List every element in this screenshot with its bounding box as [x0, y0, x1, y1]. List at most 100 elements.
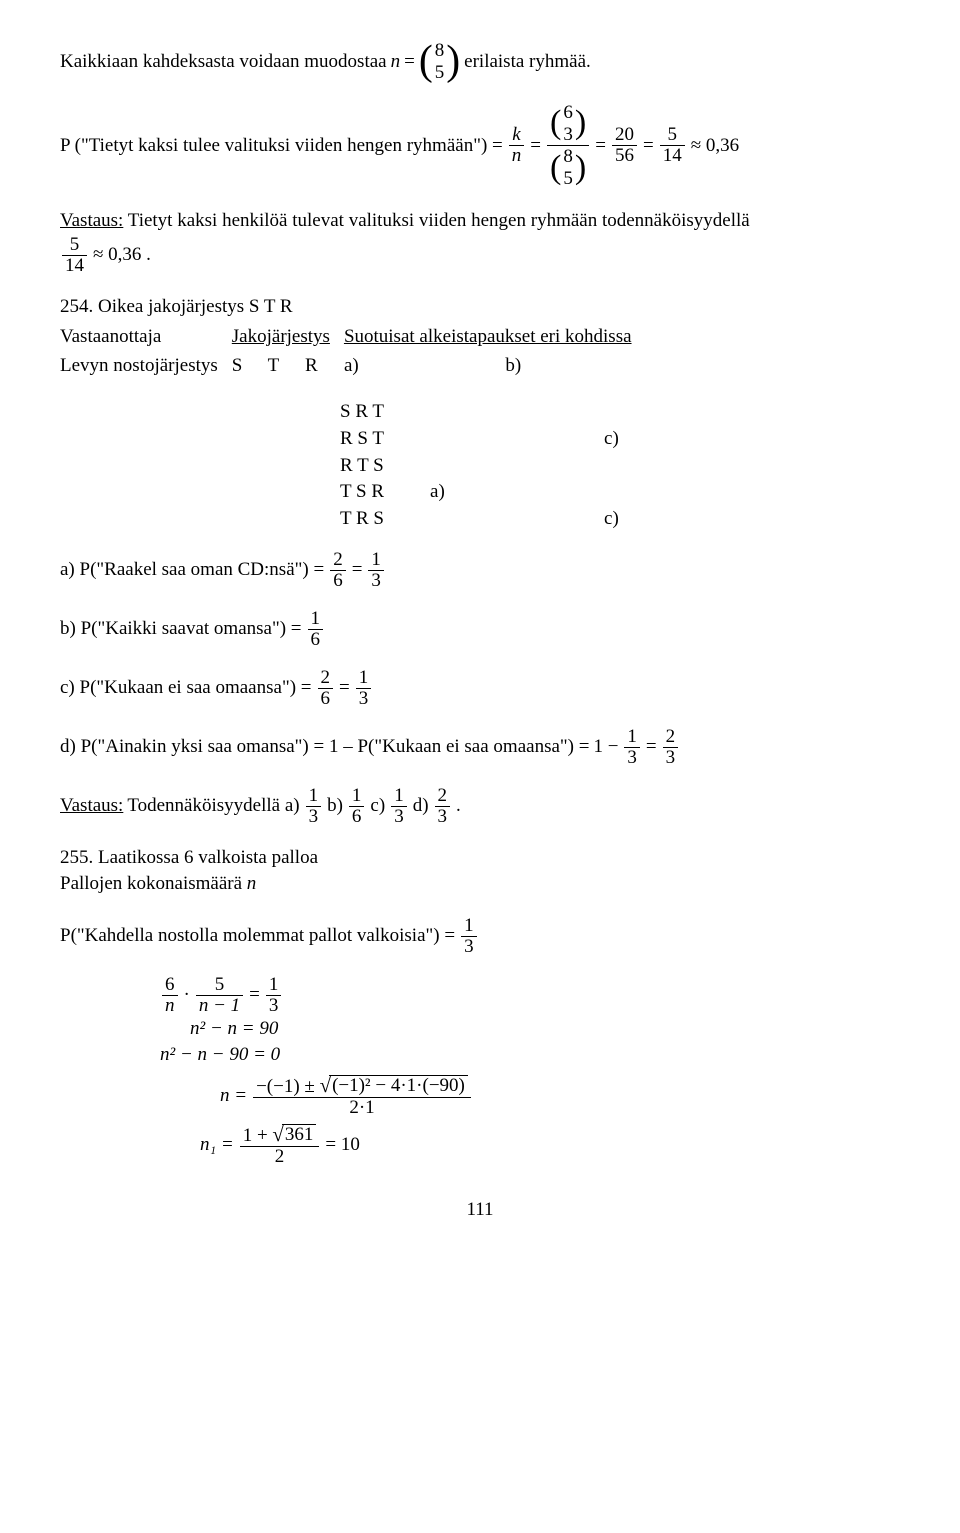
frac-num: 5 [62, 235, 87, 255]
cell: a) [344, 353, 395, 382]
eq-sign: = [339, 675, 350, 702]
text: c) P("Kukaan ei saa omaansa") = [60, 675, 312, 702]
frac-num: 1 [368, 550, 384, 570]
eq-sign: = [249, 982, 260, 1009]
text: b) [327, 793, 343, 820]
cell: b) [505, 355, 521, 376]
binom-bot: 3 [563, 124, 573, 146]
eq-sign: = [643, 133, 654, 160]
frac-1-6: 16 [349, 786, 365, 827]
frac-1-3: 13 [461, 916, 477, 957]
text: P("Kahdella nostolla molemmat pallot val… [60, 923, 455, 950]
var-n: n [247, 873, 257, 894]
page-number: 111 [60, 1197, 900, 1224]
prob-b: b) P("Kaikki saavat omansa") = 16 [60, 609, 900, 650]
frac-den: 3 [306, 806, 322, 827]
list-item: R T S [340, 453, 900, 480]
list-item: R S Tc) [340, 426, 900, 453]
cell: R [305, 353, 344, 382]
frac-2-3: 23 [435, 786, 451, 827]
sqrt: √361 [272, 1124, 316, 1146]
col-header: Suotuisat alkeistapaukset eri kohdissa [344, 324, 646, 353]
frac-num: 1 [349, 786, 365, 806]
eq-sign: = [404, 49, 415, 76]
frac-num: k [509, 125, 525, 145]
frac-den: 56 [612, 145, 637, 166]
eq-sign: = [646, 734, 657, 761]
frac-num: 1 [391, 786, 407, 806]
frac-1-3: 13 [624, 727, 640, 768]
list-item: T S Ra) [340, 479, 900, 506]
frac-den: 14 [62, 255, 87, 276]
text: Pallojen kokonaismäärä [60, 873, 247, 894]
frac-num: 1 [266, 975, 282, 995]
frac-den: 14 [660, 145, 685, 166]
binom-top: 6 [563, 102, 573, 124]
binom-8-5: ( 85 ) [550, 146, 586, 190]
text: T S R [340, 481, 384, 502]
calc-line-1: 6n · 5n − 1 = 13 [160, 975, 900, 1016]
frac-5-14: 5 14 [62, 235, 87, 276]
frac-den: 3 [266, 995, 282, 1016]
frac-num: 2 [318, 668, 334, 688]
text: T R S [340, 508, 384, 529]
frac-2-6: 26 [330, 550, 346, 591]
frac-den: 6 [330, 570, 346, 591]
table-row: Vastaanottaja Jakojärjestys Suotuisat al… [60, 324, 646, 353]
frac-1-3: 13 [306, 786, 322, 827]
text: Kaikkiaan kahdeksasta voidaan muodostaa [60, 49, 387, 76]
problem-255: 255. Laatikossa 6 valkoista palloa Pallo… [60, 845, 900, 898]
heading-255: 255. Laatikossa 6 valkoista palloa [60, 845, 900, 872]
text: · [184, 982, 190, 1009]
frac-num: 5 [660, 125, 685, 145]
calc-line-3: n² − n − 90 = 0 [160, 1042, 900, 1069]
note: c) [604, 508, 619, 529]
text: c) [370, 793, 385, 820]
frac-den: 3 [435, 806, 451, 827]
answer-abcd: Vastaus: Todennäköisyydellä a) 13 b) 16 … [60, 786, 900, 827]
text: Tietyt kaksi henkilöä tulevat valituksi … [128, 210, 750, 231]
frac-den: n [162, 995, 178, 1016]
binom-top: 8 [563, 146, 573, 168]
frac-den: 6 [349, 806, 365, 827]
frac-den: 2 [240, 1146, 320, 1167]
binom-bot: 5 [563, 168, 573, 190]
answer-block-1: Vastaus: Tietyt kaksi henkilöä tulevat v… [60, 208, 900, 275]
frac-den: 6 [308, 629, 324, 650]
cell: T [268, 353, 305, 382]
frac-den: 3 [663, 747, 679, 768]
frac-den: 2·1 [253, 1097, 471, 1118]
text: n₁ = [200, 1132, 234, 1159]
prob-a: a) P("Raakel saa oman CD:nsä") = 26 = 13 [60, 550, 900, 591]
sqrt: √(−1)² − 4·1·(−90) [320, 1075, 468, 1097]
frac-1-6: 16 [308, 609, 324, 650]
list-item: S R T [340, 399, 900, 426]
frac-2-3: 23 [663, 727, 679, 768]
frac-den: 3 [624, 747, 640, 768]
heading-254: 254. Oikea jakojärjestys S T R [60, 294, 900, 321]
eq-sign: = [530, 133, 541, 160]
text: 1 − [593, 734, 618, 761]
text: a) P("Raakel saa oman CD:nsä") = [60, 557, 324, 584]
frac-num: 1 [308, 609, 324, 629]
frac-num: 1 [306, 786, 322, 806]
answer-label: Vastaus: [60, 793, 123, 820]
frac-1-3: 13 [266, 975, 282, 1016]
frac-den: 6 [318, 688, 334, 709]
text: 361 [282, 1124, 317, 1145]
problem-254: 254. Oikea jakojärjestys S T R Vastaanot… [60, 294, 900, 382]
frac-den: n − 1 [196, 995, 243, 1016]
binom-8-5: ( 85 ) [419, 40, 460, 84]
table-row: Levyn nostojärjestys S T R a) b) [60, 353, 646, 382]
frac-5-14: 5 14 [660, 125, 685, 166]
text: S R T [340, 401, 384, 422]
frac-5-nm1: 5n − 1 [196, 975, 243, 1016]
frac-1-3: 13 [356, 668, 372, 709]
letter-rows: S R T R S Tc) R T S T S Ra) T R S c) [340, 399, 900, 532]
list-item: T R S c) [340, 506, 900, 533]
frac-num: 5 [196, 975, 243, 995]
frac-den: 3 [356, 688, 372, 709]
prob-c: c) P("Kukaan ei saa omaansa") = 26 = 13 [60, 668, 900, 709]
frac-1-3: 13 [368, 550, 384, 591]
prob-d: d) P("Ainakin yksi saa omansa") = 1 – P(… [60, 727, 900, 768]
